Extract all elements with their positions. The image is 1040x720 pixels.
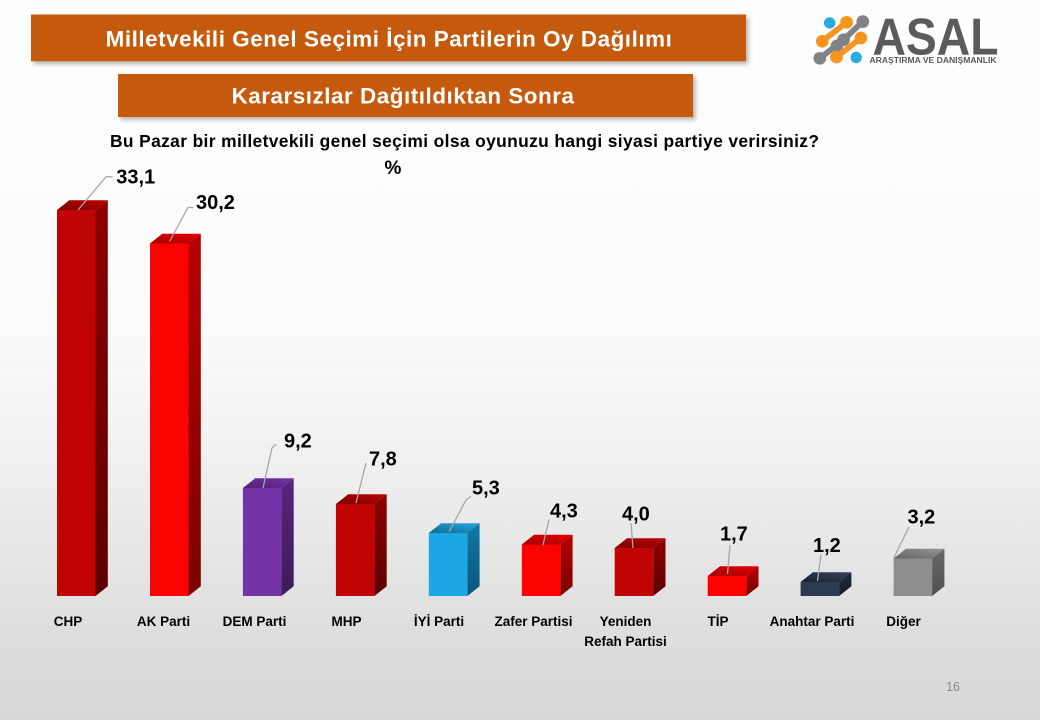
svg-text:7,8: 7,8 (369, 449, 397, 471)
svg-text:ARAŞTIRMA VE DANIŞMANLIK: ARAŞTIRMA VE DANIŞMANLIK (870, 55, 998, 65)
svg-text:TİP: TİP (707, 614, 728, 629)
svg-text:AK Parti: AK Parti (137, 614, 190, 629)
svg-text:9,2: 9,2 (284, 431, 312, 453)
svg-text:MHP: MHP (332, 614, 362, 629)
svg-text:33,1: 33,1 (116, 167, 155, 189)
svg-text:4,3: 4,3 (550, 501, 578, 523)
svg-text:30,2: 30,2 (196, 192, 235, 214)
svg-text:ASAL: ASAL (873, 8, 999, 66)
svg-text:Bu Pazar bir milletvekili gene: Bu Pazar bir milletvekili genel seçimi o… (110, 131, 819, 151)
svg-text:İYİ Parti: İYİ Parti (414, 614, 464, 629)
svg-text:Milletvekili Genel Seçimi İçin: Milletvekili Genel Seçimi İçin Partileri… (106, 26, 673, 51)
svg-text:Zafer Partisi: Zafer Partisi (494, 614, 572, 629)
svg-text:3,2: 3,2 (908, 507, 936, 529)
svg-text:Refah Partisi: Refah Partisi (584, 634, 667, 649)
svg-text:5,3: 5,3 (472, 478, 500, 500)
svg-text:1,7: 1,7 (720, 524, 748, 546)
svg-text:Kararsızlar Dağıtıldıktan Sonr: Kararsızlar Dağıtıldıktan Sonra (231, 83, 574, 108)
svg-text:Anahtar Parti: Anahtar Parti (770, 614, 855, 629)
svg-text:1,2: 1,2 (813, 535, 841, 557)
svg-text:4,0: 4,0 (622, 504, 650, 526)
svg-text:%: % (385, 158, 402, 179)
svg-text:Yeniden: Yeniden (600, 614, 652, 629)
svg-text:CHP: CHP (54, 614, 83, 629)
svg-text:Diğer: Diğer (886, 614, 921, 629)
svg-text:DEM Parti: DEM Parti (223, 614, 287, 629)
svg-text:16: 16 (946, 680, 960, 694)
